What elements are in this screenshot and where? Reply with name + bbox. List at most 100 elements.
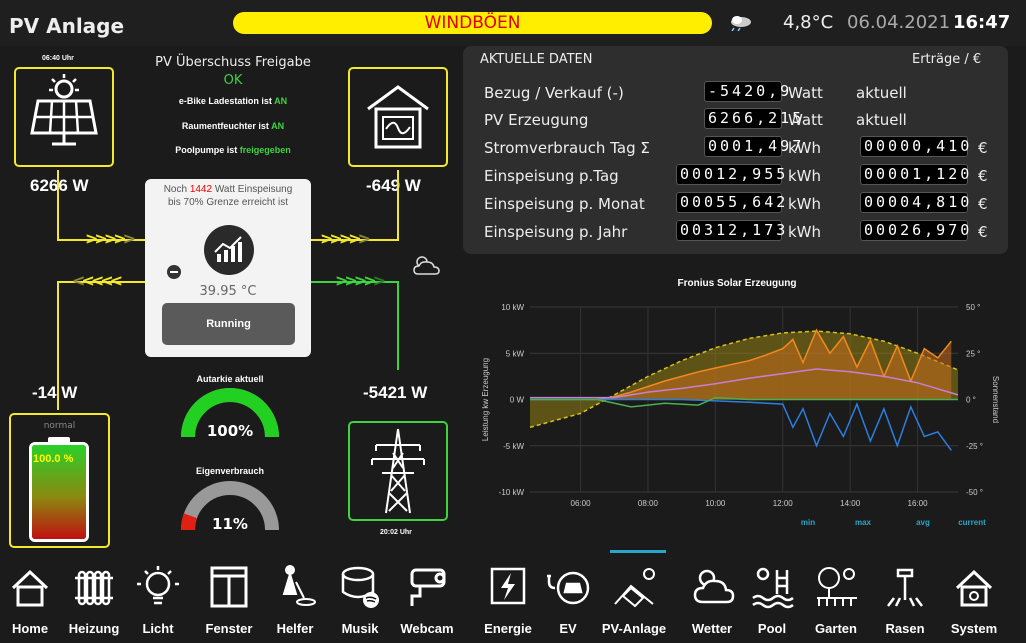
nav-item-label: Garten — [815, 621, 857, 636]
data-row-euro-counter: 00026,970 — [860, 220, 969, 241]
data-row-euro-counter: 00004,810 — [860, 192, 969, 213]
battery-box[interactable]: normal 100.0 % — [9, 413, 110, 548]
header-time: 16:47 — [953, 12, 1011, 33]
autarkie-label: Autarkie aktuell — [196, 374, 264, 384]
nav-item-label: Musik — [341, 621, 379, 636]
chart-legend-item: max — [855, 518, 872, 527]
data-row-currency: € — [978, 195, 988, 213]
nav-item-helfer[interactable]: Helfer — [262, 556, 328, 643]
chart-title: Fronius Solar Erzeugung — [678, 278, 797, 289]
status-line-dehumidifier: Raumentfeuchter ist AN — [181, 121, 285, 131]
grid-box[interactable] — [348, 421, 448, 521]
chart-legend-item: avg — [916, 518, 930, 527]
data-row-label: Bezug / Verkauf (-) — [484, 84, 624, 102]
power-tower-icon — [371, 428, 425, 514]
eigenverbrauch-label: Eigenverbrauch — [195, 466, 265, 476]
battery-mode: normal — [43, 421, 76, 431]
data-row-unit: kWh — [788, 139, 822, 157]
header-date: 06.04.2021 — [847, 12, 951, 33]
battery-icon — [29, 442, 89, 542]
nav-item-garten[interactable]: Garten — [803, 556, 869, 643]
autarkie-value: 100% — [206, 422, 254, 440]
nav-item-home[interactable]: Home — [0, 556, 63, 643]
nav-item-fenster[interactable]: Fenster — [196, 556, 262, 643]
inverter-status: Running — [162, 303, 295, 345]
nav-item-energie[interactable]: Energie — [475, 556, 541, 643]
nav-item-label: Energie — [484, 621, 532, 636]
solar-chart-svg: Fronius Solar Erzeugung 10 kW 50 ° 5 kW 25 °… — [481, 278, 1000, 527]
data-row-counter: 0001,497 — [704, 136, 801, 157]
cloud-sun-weather-icon — [413, 256, 440, 275]
chart-series-sun — [529, 330, 959, 429]
chart-y-tick: 5 kW — [506, 349, 525, 358]
pool-icon — [752, 567, 794, 609]
nav-item-label: Fenster — [205, 621, 253, 636]
nav-item-musik[interactable]: Musik — [327, 556, 393, 643]
nav-item-label: Rasen — [885, 621, 925, 636]
chart-y-tick: 0 W — [510, 396, 525, 405]
chart-y-tick: -10 kW — [499, 488, 525, 497]
nav-item-label: Licht — [142, 621, 174, 636]
house-consumption-box[interactable] — [348, 67, 448, 167]
house-icon — [11, 569, 49, 607]
nav-item-label: PV-Anlage — [601, 621, 667, 636]
battery-terminal — [48, 437, 70, 443]
chart-series-load — [530, 368, 959, 399]
data-row-currency: € — [978, 223, 988, 241]
status-line-ebike: e-Bike Ladestation ist AN — [178, 96, 288, 106]
autarkie-gauge — [181, 388, 279, 438]
chart-y2-label: Sonnenstand — [991, 376, 1000, 423]
surplus-title: PV Überschuss Freigabe — [155, 55, 311, 70]
nav-item-rasen[interactable]: Rasen — [872, 556, 938, 643]
system-house-icon — [955, 569, 993, 607]
pv-panel-box[interactable] — [14, 67, 114, 167]
chart-y2-tick: -50 ° — [966, 488, 983, 497]
nav-item-licht[interactable]: Licht — [125, 556, 191, 643]
header-temperature: 4,8°C — [783, 12, 834, 33]
chart-y2-tick: 25 ° — [966, 349, 980, 358]
chart-series-battery — [530, 396, 958, 408]
data-panel-title: AKTUELLE DATEN — [480, 52, 593, 67]
chart-y2-tick: 0 ° — [966, 396, 976, 405]
nav-item-label: Helfer — [276, 621, 314, 636]
grid-time: 20:02 Uhr — [380, 529, 412, 536]
data-row-label: Einspeisung p. Monat — [484, 195, 645, 213]
data-row-euro-counter: 00001,120 — [860, 164, 969, 185]
data-row-unit: kWh — [788, 195, 822, 213]
nav-item-pool[interactable]: Pool — [739, 556, 805, 643]
data-row-unit: Watt — [788, 84, 823, 102]
nav-item-webcam[interactable]: Webcam — [394, 556, 460, 643]
energy-flow-lines — [57, 170, 399, 410]
nav-item-ev[interactable]: EV — [535, 556, 601, 643]
data-row-counter: 00312,173 — [676, 220, 785, 241]
garden-icon — [817, 567, 857, 606]
inverter-temperature: 39.95 °C — [199, 284, 257, 299]
pv-power: 6266 W — [30, 176, 89, 195]
chart-y2-tick: 50 ° — [966, 303, 980, 312]
camera-icon — [410, 568, 446, 606]
data-row-label: Einspeisung p.Tag — [484, 167, 619, 185]
chart-y2-tick: -25 ° — [966, 442, 983, 451]
nav-item-heizung[interactable]: Heizung — [61, 556, 127, 643]
sprinkler-icon — [887, 568, 923, 607]
chart-series-pv — [597, 328, 952, 401]
eigenverbrauch-gauge — [181, 481, 279, 531]
nav-item-pv-anlage[interactable]: PV-Anlage — [601, 556, 667, 643]
flow-arrows-battery: <<<<< — [72, 271, 123, 290]
data-row-unit: kWh — [788, 223, 822, 241]
solar-roof-icon — [614, 568, 655, 608]
nav-item-system[interactable]: System — [941, 556, 1007, 643]
data-row-counter: -5420,9 — [704, 81, 789, 102]
cloud-sun-icon — [693, 569, 735, 604]
car-plug-icon — [547, 571, 590, 605]
chart-series-pv-area — [597, 330, 952, 400]
bulb-icon — [137, 566, 179, 605]
solar-panel-icon — [30, 74, 98, 146]
nav-item-label: Pool — [757, 621, 787, 636]
nav-item-label: Home — [11, 621, 49, 636]
chart-x-tick: 12:00 — [773, 499, 794, 508]
chart-x-tick: 06:00 — [571, 499, 592, 508]
chart-x-tick: 08:00 — [638, 499, 659, 508]
surplus-state: OK — [223, 73, 243, 88]
nav-item-wetter[interactable]: Wetter — [679, 556, 745, 643]
